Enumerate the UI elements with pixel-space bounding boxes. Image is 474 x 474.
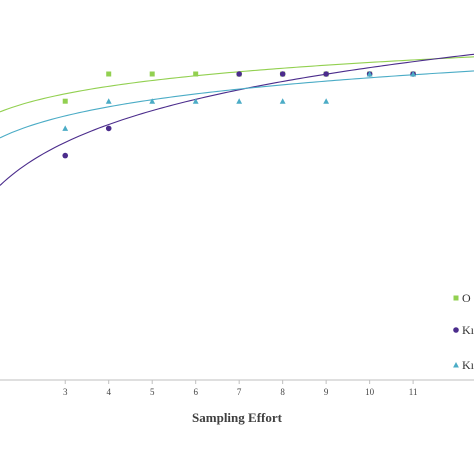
x-tick-label: 7 [237,387,242,397]
data-point-series-3 [279,98,286,104]
data-point-series-3 [192,98,199,104]
legend-marker-series-3 [453,362,459,368]
x-tick-label: 6 [193,387,198,397]
data-point-series-1 [62,98,68,104]
x-tick-label: 4 [106,387,111,397]
data-points [62,71,417,159]
data-point-series-3 [149,98,156,104]
data-point-series-2 [279,71,286,77]
legend-label-series-3: Kı [462,358,474,372]
x-axis-title: Sampling Effort [192,410,283,425]
data-point-series-3 [236,98,243,104]
data-point-series-1 [106,71,112,77]
x-tick-label: 3 [63,387,68,397]
data-point-series-3 [105,98,112,104]
data-point-series-2 [62,152,69,159]
data-point-series-1 [149,71,155,77]
x-tick-label: 11 [409,387,418,397]
legend-marker-series-2 [453,327,459,333]
data-point-series-3 [62,125,69,131]
x-tick-label: 9 [324,387,329,397]
data-point-series-3 [410,71,417,77]
x-tick-label: 8 [280,387,285,397]
trendline-series-2 [0,53,474,186]
data-point-series-3 [366,71,373,77]
legend-label-series-2: Kı [462,323,474,337]
x-axis-ticks: 3 4 5 6 7 8 9 10 11 [63,380,417,397]
x-tick-label: 5 [150,387,155,397]
legend-label-series-1: O [462,291,471,305]
x-tick-label: 10 [365,387,375,397]
data-point-series-2 [323,71,329,77]
trendline-series-3 [0,70,474,139]
data-point-series-3 [323,98,330,104]
data-point-series-2 [105,125,112,132]
data-point-series-1 [193,71,199,77]
data-point-series-2 [236,71,242,77]
legend-marker-series-1 [453,295,459,301]
legend: O Kı Kı [453,291,474,372]
